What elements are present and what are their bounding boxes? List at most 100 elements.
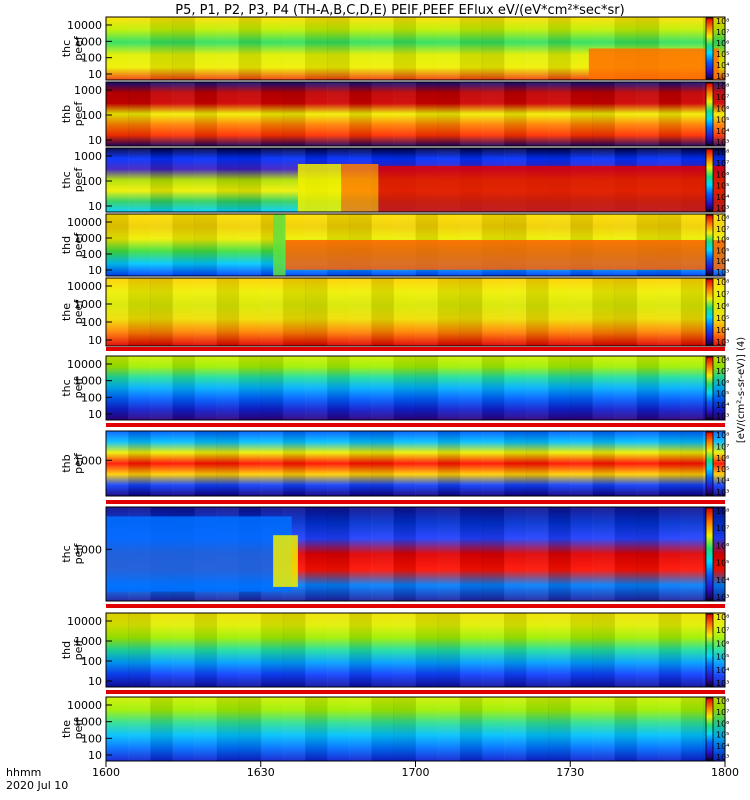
heatmap-feature xyxy=(378,165,725,212)
heatmap-column xyxy=(393,431,416,496)
colorbar-tick-label: 10⁶ xyxy=(716,719,729,728)
heatmap-column xyxy=(526,697,549,761)
panel-separator xyxy=(106,500,725,504)
heatmap-column xyxy=(128,613,151,687)
colorbar-tick-label: 10⁶ xyxy=(716,170,729,179)
heatmap-column xyxy=(548,356,571,420)
colorbar xyxy=(705,507,714,601)
heatmap-column xyxy=(304,697,328,761)
heatmap-column xyxy=(526,613,549,687)
colorbar-tick-label: 10⁶ xyxy=(716,302,729,311)
heatmap-column xyxy=(327,356,350,420)
heatmap-column xyxy=(415,278,439,346)
heatmap-column xyxy=(172,214,195,276)
panel-ylabel: thd xyxy=(60,641,73,659)
colorbar xyxy=(705,356,714,420)
panel-frame xyxy=(105,16,726,81)
heatmap-column xyxy=(570,82,593,146)
heatmap-column xyxy=(194,356,218,420)
heatmap-column xyxy=(349,697,372,761)
heatmap-column xyxy=(106,82,129,146)
heatmap-column xyxy=(194,613,218,687)
heatmap-column xyxy=(548,613,571,687)
colorbar-tick-label: 10⁷ xyxy=(716,290,729,299)
colorbar xyxy=(705,278,714,346)
heatmap-column xyxy=(327,613,350,687)
panel-ytick-label: 1000 xyxy=(74,543,102,556)
heatmap-column xyxy=(216,148,240,212)
panel-ylabel: thd xyxy=(60,236,73,254)
heatmap-column xyxy=(393,82,416,146)
panel-ylabel: thc xyxy=(60,379,73,396)
heatmap-column xyxy=(437,613,461,687)
heatmap-column xyxy=(592,356,615,420)
panel-ytick-label: 10000 xyxy=(67,19,102,32)
heatmap-column xyxy=(636,431,660,496)
colorbar-tick-label: 10⁸ xyxy=(716,613,729,622)
heatmap-column xyxy=(349,613,372,687)
panel-ytick-label: 100 xyxy=(81,391,102,404)
heatmap-column xyxy=(349,17,372,80)
heatmap-column xyxy=(150,278,173,346)
panel-ytick-label: 10 xyxy=(88,134,102,147)
colorbar-label: [eV/(cm²-s-sr-eV)] (4) xyxy=(736,337,747,443)
panel-ytick-label: 100 xyxy=(81,248,102,261)
heatmap-column xyxy=(658,613,682,687)
heatmap-column xyxy=(238,356,262,420)
heatmap-column xyxy=(614,613,638,687)
heatmap-column xyxy=(194,431,218,496)
heatmap-column xyxy=(172,613,195,687)
heatmap-column xyxy=(304,17,328,80)
colorbar-tick-label: 10⁷ xyxy=(716,93,729,102)
colorbar-tick-label: 10⁸ xyxy=(716,148,729,157)
panel-ytick-label: 10 xyxy=(88,200,102,213)
panel-ylabel: peef xyxy=(72,232,85,258)
colorbar xyxy=(705,148,714,212)
heatmap-column xyxy=(150,17,173,80)
heatmap-column xyxy=(216,356,240,420)
heatmap-column xyxy=(481,697,505,761)
heatmap-column xyxy=(526,356,549,420)
heatmap-column xyxy=(172,356,195,420)
heatmap-column xyxy=(194,697,218,761)
heatmap-column xyxy=(238,17,262,80)
colorbar-tick-label: 10⁸ xyxy=(716,17,729,26)
heatmap-column xyxy=(304,507,328,601)
heatmap-column xyxy=(614,82,638,146)
heatmap-column xyxy=(194,214,218,276)
heatmap-column xyxy=(150,148,173,212)
colorbar-tick-label: 10³ xyxy=(716,412,729,421)
heatmap-column xyxy=(349,356,372,420)
panel-ytick-label: 1000 xyxy=(74,375,102,388)
heatmap-column xyxy=(437,356,461,420)
panel-ytick-label: 100 xyxy=(81,52,102,65)
panel-ytick-label: 1000 xyxy=(74,150,102,163)
heatmap-column xyxy=(415,697,439,761)
panel-ylabel: the xyxy=(60,303,73,321)
heatmap-column xyxy=(658,278,682,346)
heatmap-column xyxy=(459,697,483,761)
panel-frame xyxy=(105,612,726,688)
colorbar-tick-label: 10⁴ xyxy=(716,477,729,486)
panel-separator xyxy=(106,604,725,608)
heatmap-column xyxy=(570,278,593,346)
heatmap-column xyxy=(636,613,660,687)
heatmap-column xyxy=(459,356,483,420)
time-tick-label: 1730 xyxy=(556,766,584,779)
heatmap-fill xyxy=(106,278,725,346)
colorbar-tick-label: 10⁴ xyxy=(716,666,729,675)
time-axis-date-label: 2020 Jul 10 xyxy=(6,779,68,792)
heatmap-column xyxy=(437,278,461,346)
heatmap-column xyxy=(150,697,173,761)
heatmap-feature xyxy=(273,535,298,587)
heatmap-column xyxy=(503,697,527,761)
heatmap-column xyxy=(238,278,262,346)
heatmap-column xyxy=(570,507,593,601)
panel-ytick-label: 1000 xyxy=(74,298,102,311)
heatmap-column xyxy=(481,431,505,496)
heatmap-column xyxy=(128,82,151,146)
